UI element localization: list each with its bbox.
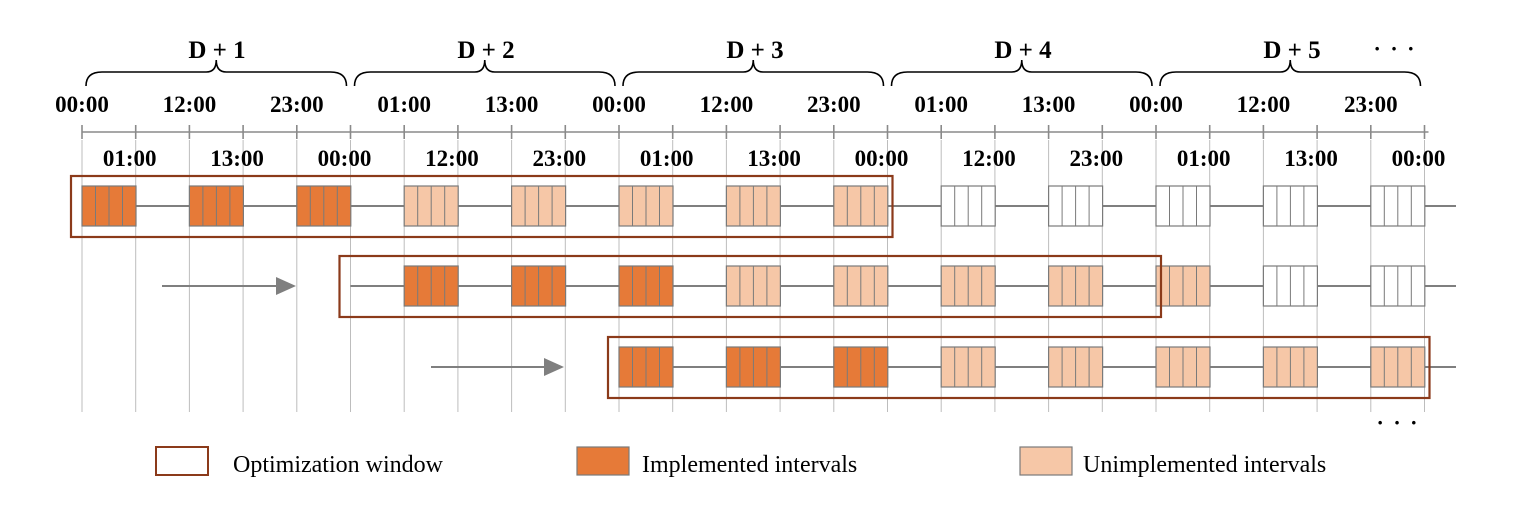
bottom-time-label: 13:00 [1284,146,1338,171]
interval-block [833,265,889,307]
day-braces [85,59,1422,87]
day-brace-5 [1159,59,1422,87]
top-time-label: 23:00 [270,92,324,117]
day-brace-2 [353,59,616,87]
top-time-label: 00:00 [1129,92,1183,117]
day-label-d4: D + 4 [994,37,1052,64]
day-brace-1 [85,59,348,87]
interval-block [618,185,674,227]
interval-block [940,346,996,388]
bottom-time-label: 01:00 [1177,146,1231,171]
interval-block [618,346,674,388]
interval-block [940,185,996,227]
bottom-time-label: 01:00 [103,146,157,171]
legend-unimplemented-swatch [1019,446,1073,476]
interval-block [511,265,567,307]
interval-row-1 [69,174,1456,239]
bottom-time-label: 00:00 [1392,146,1446,171]
bottom-time-label: 23:00 [532,146,586,171]
interval-block [1047,346,1104,388]
bottom-ellipsis: · · · [1376,410,1419,435]
top-time-labels: 00:00 12:00 23:00 01:00 13:00 00:00 12:00 23:00… [55,92,1397,117]
interval-block [1047,265,1104,307]
legend-window-label: Optimization window [233,452,444,478]
day-brace-3 [622,59,885,87]
top-time-label: 13:00 [485,92,539,117]
day-label-d5: D + 5 [1263,37,1320,64]
top-ellipsis: · · · [1373,36,1416,61]
top-time-label: 23:00 [807,92,861,117]
interval-block [1262,346,1319,388]
day-labels: D + 1 D + 2 D + 3 D + 4 D + 5 · · · [188,36,1416,64]
interval-row-2 [338,254,1456,319]
interval-block [1047,185,1104,227]
interval-block [833,185,889,227]
optimization-window-1 [69,174,894,239]
interval-row-3 [606,335,1456,400]
day-label-d3: D + 3 [726,37,783,64]
interval-block [1262,185,1319,227]
day-brace-4 [890,59,1153,87]
shift-arrow-2 [431,358,564,376]
optimization-window-3 [606,335,1431,400]
day-label-d1: D + 1 [188,37,245,64]
bottom-time-labels: 01:00 13:00 00:00 12:00 23:00 01:00 13:00 00:00… [103,146,1445,171]
interval-block [833,346,889,388]
shift-arrows [162,277,564,376]
bottom-time-label: 23:00 [1069,146,1123,171]
interval-block [1370,185,1426,227]
top-time-label: 12:00 [700,92,754,117]
time-axis [81,125,1429,139]
top-time-label: 23:00 [1344,92,1398,117]
interval-block [81,185,137,227]
interval-block [725,265,782,307]
shift-arrow-head [544,358,564,376]
bottom-time-label: 12:00 [962,146,1016,171]
top-time-label: 01:00 [377,92,431,117]
interval-block [725,346,782,388]
day-label-d2: D + 2 [457,37,514,64]
legend-implemented-label: Implemented intervals [642,452,857,478]
legend: Optimization window Implemented interval… [155,446,1326,478]
interval-block [403,265,459,307]
bottom-time-label: 00:00 [318,146,372,171]
bottom-time-label: 01:00 [640,146,694,171]
interval-block [1155,185,1211,227]
interval-rows [69,174,1456,400]
shift-arrow-head [276,277,296,295]
legend-unimplemented-label: Unimplemented intervals [1083,452,1326,478]
interval-block [940,265,996,307]
top-time-label: 01:00 [914,92,968,117]
interval-block [1370,346,1426,388]
legend-implemented-swatch [576,446,630,476]
interval-block [725,185,782,227]
interval-block [403,185,459,227]
top-time-label: 12:00 [1237,92,1291,117]
bottom-time-label: 12:00 [425,146,479,171]
interval-block [511,185,567,227]
shift-arrow-1 [162,277,296,295]
optimization-window-2 [338,254,1163,319]
bottom-time-label: 13:00 [210,146,264,171]
legend-window-swatch [155,446,209,476]
interval-block [1155,346,1211,388]
top-time-label: 00:00 [55,92,109,117]
interval-block [618,265,674,307]
top-time-label: 12:00 [163,92,217,117]
interval-block [296,185,352,227]
top-time-label: 13:00 [1022,92,1076,117]
interval-block [1370,265,1426,307]
interval-block [188,185,244,227]
top-time-label: 00:00 [592,92,646,117]
interval-block [1262,265,1319,307]
interval-block [1155,265,1211,307]
bottom-time-label: 00:00 [855,146,909,171]
bottom-time-label: 13:00 [747,146,801,171]
